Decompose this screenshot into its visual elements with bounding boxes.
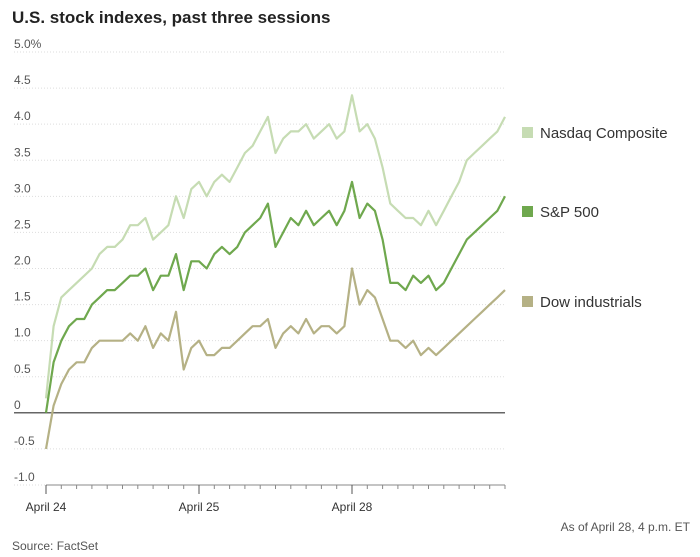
legend-swatch xyxy=(522,206,533,217)
y-tick-label: 0.5 xyxy=(14,362,31,376)
series-line xyxy=(44,267,506,450)
x-axis-ticks: April 24 April 25 April 28 xyxy=(26,484,506,514)
series-lines xyxy=(44,94,506,450)
y-tick-label: 4.0 xyxy=(14,109,31,123)
x-tick-label: April 25 xyxy=(179,500,220,514)
y-tick-label: 2.0 xyxy=(14,254,31,268)
legend-swatch xyxy=(522,127,533,138)
chart-legend: Nasdaq Composite S&P 500 Dow industrials xyxy=(522,125,668,311)
y-tick-label: 1.0 xyxy=(14,326,31,340)
y-tick-label: 3.0 xyxy=(14,181,31,195)
y-tick-label: 1.5 xyxy=(14,290,31,304)
y-tick-label: -0.5 xyxy=(14,434,35,448)
y-tick-label: 4.5 xyxy=(14,73,31,87)
source-note: Source: FactSet xyxy=(12,539,99,553)
timestamp-note: As of April 28, 4 p.m. ET xyxy=(560,520,690,534)
y-tick-label: -1.0 xyxy=(14,470,35,484)
chart-grid xyxy=(14,51,505,486)
y-tick-label: 0 xyxy=(14,398,21,412)
legend-label: S&P 500 xyxy=(540,204,599,221)
y-tick-label: 2.5 xyxy=(14,217,31,231)
y-axis-ticks: 5.0% 4.5 4.0 3.5 3.0 2.5 2.0 1.5 1.0 0.5 0 -0.5 -1.0 xyxy=(14,37,42,484)
series-line xyxy=(44,94,506,399)
legend-label: Nasdaq Composite xyxy=(540,125,668,142)
chart-title: U.S. stock indexes, past three sessions xyxy=(12,8,331,27)
x-tick-label: April 28 xyxy=(332,500,373,514)
series-line xyxy=(44,180,506,413)
legend-swatch xyxy=(522,296,533,307)
x-tick-label: April 24 xyxy=(26,500,67,514)
y-tick-label: 5.0% xyxy=(14,37,42,51)
y-tick-label: 3.5 xyxy=(14,145,31,159)
legend-label: Dow industrials xyxy=(540,294,642,311)
